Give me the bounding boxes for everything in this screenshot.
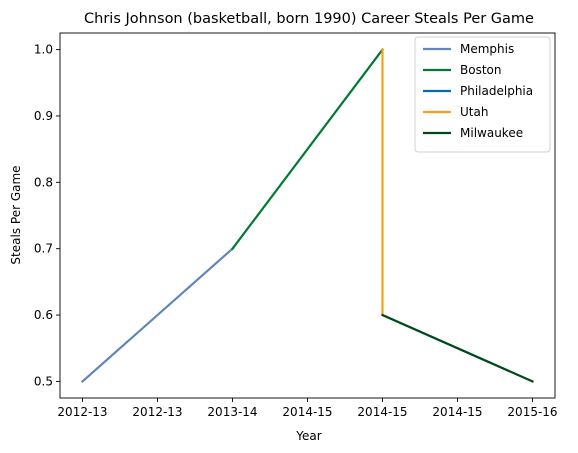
chart-title: Chris Johnson (basketball, born 1990) Ca… <box>84 11 534 27</box>
legend-label-philadelphia: Philadelphia <box>460 84 533 98</box>
y-tick-label: 1.0 <box>34 43 53 57</box>
x-tick-label: 2012-13 <box>132 405 182 419</box>
plot-area: 2012-13 2012-13 2013-14 2014-15 2014-15 2014-… <box>34 32 558 419</box>
y-tick-label: 0.9 <box>34 109 53 123</box>
x-tick-label: 2015-16 <box>507 405 557 419</box>
x-tick-label: 2013-14 <box>207 405 257 419</box>
legend-box <box>414 36 551 153</box>
legend-label-utah: Utah <box>460 105 488 119</box>
y-tick-label: 0.5 <box>34 374 53 388</box>
y-tick-label: 0.7 <box>34 242 53 256</box>
legend-label-boston: Boston <box>460 63 501 77</box>
legend-label-milwaukee: Milwaukee <box>460 126 523 140</box>
x-tick-label: 2014-15 <box>282 405 332 419</box>
y-tick-label: 0.8 <box>34 175 53 189</box>
x-tick-label: 2014-15 <box>357 405 407 419</box>
x-axis-label: Year <box>295 429 321 443</box>
series-line-milwaukee <box>381 313 534 383</box>
y-axis-label: Steals Per Game <box>9 165 23 264</box>
y-tick-label: 0.6 <box>34 308 53 322</box>
series-line-memphis <box>80 247 235 383</box>
x-tick-label: 2014-15 <box>432 405 482 419</box>
x-tick-label: 2012-13 <box>57 405 107 419</box>
series-line-boston <box>230 48 385 251</box>
legend-label-memphis: Memphis <box>460 42 514 56</box>
